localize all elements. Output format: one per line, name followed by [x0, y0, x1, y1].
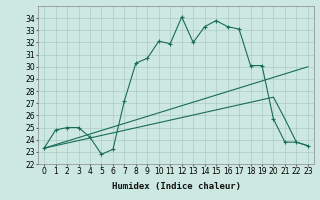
X-axis label: Humidex (Indice chaleur): Humidex (Indice chaleur) — [111, 182, 241, 191]
